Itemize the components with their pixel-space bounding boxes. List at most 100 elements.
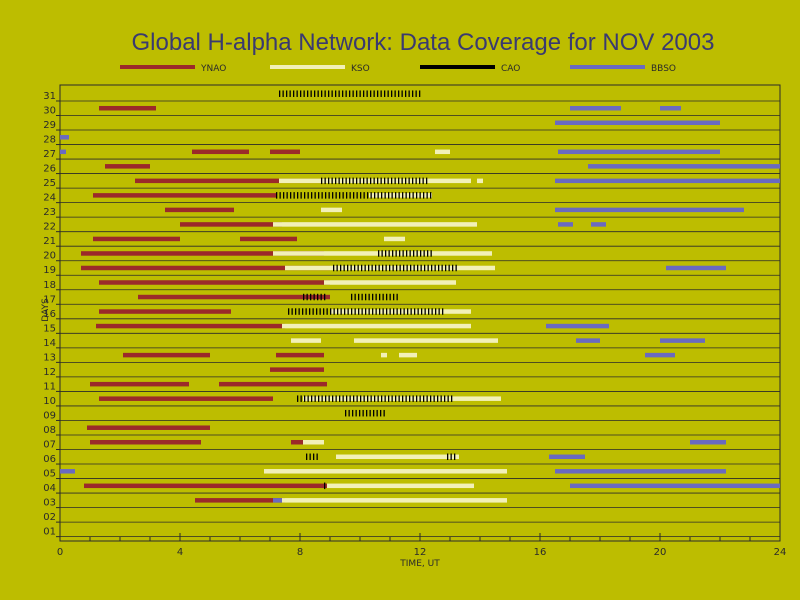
bar-cao <box>361 264 363 272</box>
bar-cao <box>405 177 407 185</box>
y-tick-label: 25 <box>43 178 56 189</box>
bar-cao <box>314 395 316 402</box>
bar-cao <box>366 409 368 417</box>
legend-swatch-bbso <box>570 65 645 69</box>
bar-ynao <box>195 498 285 503</box>
bar-cao <box>309 453 311 461</box>
bar-cao <box>352 90 354 97</box>
bar-cao <box>416 192 418 199</box>
bar-cao <box>385 250 387 257</box>
bar-ynao <box>81 265 330 271</box>
bar-cao <box>409 395 411 402</box>
bar-cao <box>296 90 298 97</box>
bar-cao <box>419 395 421 402</box>
bar-cao <box>318 192 320 199</box>
bar-ynao <box>165 207 234 213</box>
bar-cao <box>382 308 384 315</box>
bar-cao <box>430 250 432 257</box>
legend-label-cao: CAO <box>501 64 520 74</box>
bar-ynao <box>123 352 210 358</box>
bar-cao <box>400 308 402 315</box>
bar-cao <box>377 192 379 199</box>
y-tick-label: 17 <box>43 294 56 305</box>
bar-bbso <box>555 207 744 213</box>
bar-cao <box>316 308 318 315</box>
bar-cao <box>401 177 403 185</box>
bar-cao <box>424 308 426 315</box>
bar-cao <box>326 308 328 315</box>
bar-cao <box>382 293 384 301</box>
bar-cao <box>388 395 390 402</box>
bar-cao <box>279 192 281 199</box>
bar-cao <box>389 293 391 301</box>
bar-cao <box>297 192 299 199</box>
y-axis-label: DAYS <box>41 298 51 322</box>
bar-ynao <box>276 352 324 358</box>
bar-cao <box>365 293 367 301</box>
bar-cao <box>451 395 453 402</box>
bar-bbso <box>549 454 585 460</box>
bar-cao <box>412 395 414 402</box>
bar-bbso <box>60 135 69 140</box>
bar-cao <box>324 177 326 185</box>
bar-cao <box>321 177 323 185</box>
x-tick-label: 20 <box>654 547 667 558</box>
bar-cao <box>417 264 419 272</box>
legend-swatch-ynao <box>120 65 195 69</box>
bar-cao <box>396 293 398 301</box>
bar-cao <box>316 453 318 461</box>
bar-bbso <box>690 439 726 445</box>
bar-cao <box>325 395 327 402</box>
bar-cao <box>311 395 313 402</box>
x-tick-label: 24 <box>774 547 787 558</box>
bar-cao <box>348 409 350 417</box>
bar-cao <box>391 192 393 199</box>
bar-cao <box>355 409 357 417</box>
bar-cao <box>426 177 428 185</box>
bar-ynao <box>81 251 324 256</box>
bar-ynao <box>192 149 249 155</box>
bar-cao <box>298 308 300 315</box>
bar-cao <box>382 264 384 272</box>
legend-swatch-kso <box>270 65 345 69</box>
bar-cao <box>433 395 435 402</box>
y-tick-label: 08 <box>43 425 56 436</box>
bar-cao <box>353 395 355 402</box>
y-tick-label: 24 <box>43 193 56 204</box>
bar-cao <box>343 264 345 272</box>
bar-bbso <box>558 149 720 155</box>
bar-cao <box>279 90 281 97</box>
bar-kso <box>282 323 471 329</box>
bar-cao <box>398 177 400 185</box>
bar-ynao <box>87 425 210 430</box>
bar-cao <box>357 264 359 272</box>
bar-cao <box>331 90 333 97</box>
y-tick-label: 26 <box>43 164 56 175</box>
bar-cao <box>431 308 433 315</box>
bar-cao <box>375 293 377 301</box>
bar-cao <box>313 453 315 461</box>
bar-cao <box>328 177 330 185</box>
bar-kso <box>282 498 507 503</box>
bar-cao <box>356 90 358 97</box>
bar-cao <box>303 90 305 97</box>
bar-cao <box>332 395 334 402</box>
bar-cao <box>437 395 439 402</box>
bar-cao <box>328 192 330 199</box>
bar-cao <box>311 192 313 199</box>
bar-bbso <box>60 149 66 155</box>
bar-cao <box>394 177 396 185</box>
bar-cao <box>438 308 440 315</box>
bar-cao <box>452 264 454 272</box>
bar-cao <box>320 293 322 301</box>
bar-cao <box>381 395 383 402</box>
y-tick-label: 03 <box>43 498 56 509</box>
bar-cao <box>358 308 360 315</box>
y-tick-label: 12 <box>43 367 56 378</box>
x-axis-label: TIME, UT <box>399 559 440 569</box>
bar-cao <box>369 409 371 417</box>
bar-cao <box>366 177 368 185</box>
bar-cao <box>422 177 424 185</box>
bar-ynao <box>240 236 297 242</box>
bar-cao <box>392 264 394 272</box>
